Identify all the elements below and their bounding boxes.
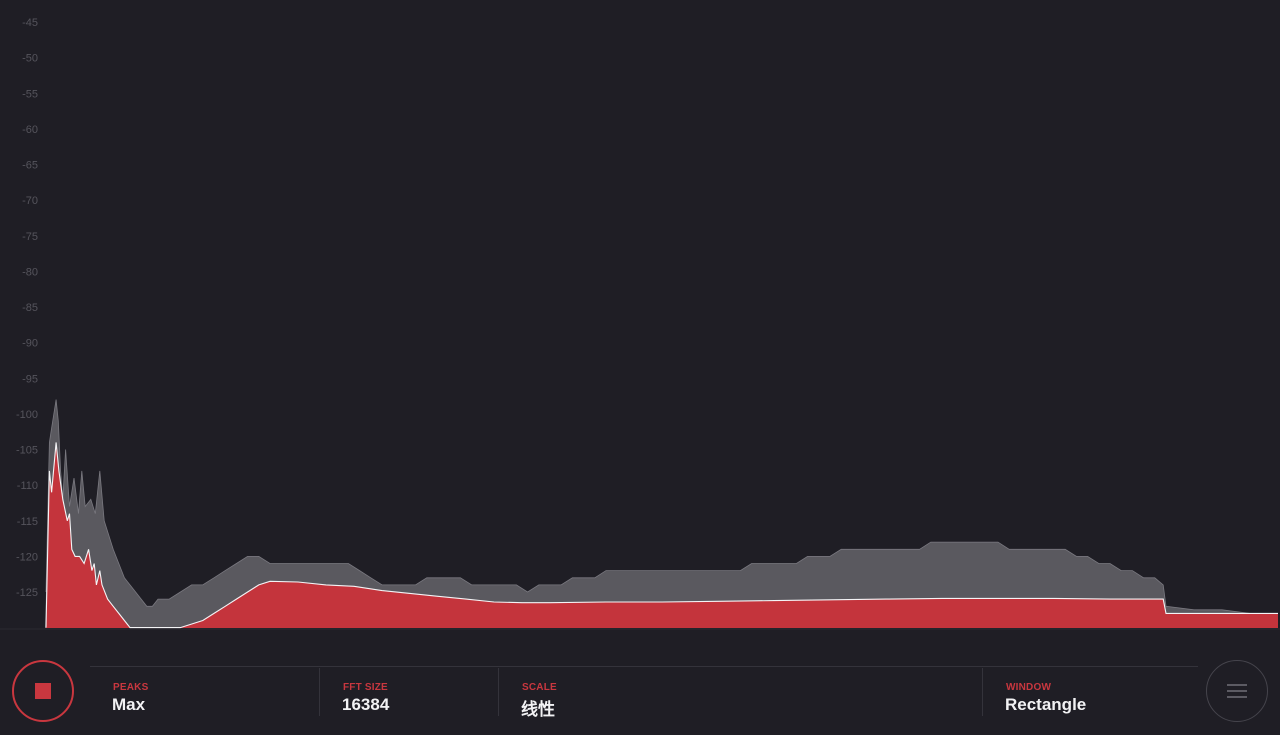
y-axis: -45 -50 -55 -60 -65 -70 -75 -80 -85 -90 -95 -100 -10… xyxy=(16,17,38,599)
y-tick-label: -80 xyxy=(22,266,38,278)
y-tick-label: -45 xyxy=(22,17,38,29)
separator xyxy=(319,668,320,716)
y-tick-label: -120 xyxy=(16,551,38,563)
y-tick-label: -50 xyxy=(22,53,38,65)
separator xyxy=(498,668,499,716)
setting-peaks[interactable]: PEAKS Max xyxy=(90,667,318,717)
y-tick-label: -105 xyxy=(16,445,38,457)
spectrum-chart[interactable]: -45 -50 -55 -60 -65 -70 -75 -80 -85 -90 -95 -100 -10… xyxy=(0,0,1280,630)
series-layer xyxy=(0,399,1280,630)
y-tick-label: -125 xyxy=(16,587,38,599)
y-tick-label: -75 xyxy=(22,231,38,243)
y-tick-label: -60 xyxy=(22,124,38,136)
y-tick-label: -65 xyxy=(22,160,38,172)
stop-square-icon xyxy=(35,683,51,699)
hamburger-menu-icon xyxy=(1227,680,1247,702)
y-tick-label: -70 xyxy=(22,195,38,207)
setting-label: FFT SIZE xyxy=(343,682,388,693)
setting-label: PEAKS xyxy=(113,682,149,693)
y-tick-label: -90 xyxy=(22,338,38,350)
y-tick-label: -85 xyxy=(22,302,38,314)
spectrum-svg: -45 -50 -55 -60 -65 -70 -75 -80 -85 -90 -95 -100 -10… xyxy=(0,17,1280,630)
setting-label: WINDOW xyxy=(1006,682,1052,693)
y-tick-label: -95 xyxy=(22,373,38,385)
bottom-control-bar: PEAKS Max FFT SIZE 16384 SCALE 线性 WINDOW… xyxy=(0,630,1280,735)
setting-fft-size[interactable]: FFT SIZE 16384 xyxy=(320,667,498,717)
setting-window[interactable]: WINDOW Rectangle xyxy=(983,667,1198,717)
divider xyxy=(90,666,1198,667)
setting-value: Rectangle xyxy=(1005,695,1087,714)
stop-button[interactable] xyxy=(12,660,74,722)
y-tick-label: -100 xyxy=(16,409,38,421)
setting-label: SCALE xyxy=(522,682,557,693)
y-tick-label: -110 xyxy=(17,480,38,492)
live-series-area xyxy=(45,442,1278,628)
setting-value: 线性 xyxy=(521,700,555,719)
setting-scale[interactable]: SCALE 线性 xyxy=(499,667,979,719)
live-series-line xyxy=(45,442,1278,629)
peak-series-area xyxy=(45,399,1278,628)
y-tick-label: -55 xyxy=(22,88,38,100)
peak-series-line xyxy=(45,399,1278,614)
setting-value: Max xyxy=(112,695,146,714)
y-tick-label: -115 xyxy=(17,516,38,528)
menu-button[interactable] xyxy=(1206,660,1268,722)
setting-value: 16384 xyxy=(342,695,390,714)
separator xyxy=(982,668,983,716)
